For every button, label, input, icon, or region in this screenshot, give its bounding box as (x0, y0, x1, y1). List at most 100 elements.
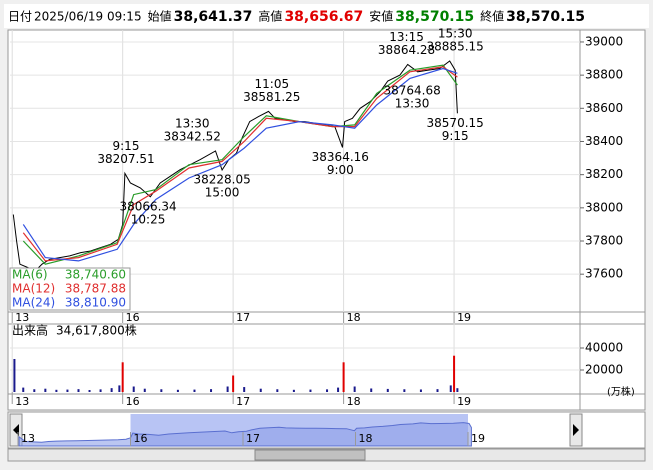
volume-bar (232, 375, 235, 392)
annotation-time: 13:30 (175, 117, 210, 131)
header-value: 38,570.15 (506, 9, 585, 25)
y-tick-label: 38800 (585, 68, 623, 82)
right-arrow (573, 424, 579, 436)
legend-name: MA(6) (12, 268, 48, 282)
legend-value: 38,810.90 (65, 296, 126, 310)
y-tick-label: 37600 (585, 267, 623, 281)
header-value: 38,656.67 (284, 9, 363, 25)
volume-bar (353, 386, 356, 392)
header-value: 2025/06/19 09:15 (34, 10, 142, 24)
volume-bar (160, 389, 163, 392)
volume-bar (176, 389, 179, 392)
ma-line (22, 67, 458, 262)
annotation-time: 15:30 (438, 27, 473, 41)
volume-bar (118, 385, 121, 392)
annotation-price: 38764.68 (383, 83, 440, 97)
nav-label: 19 (471, 432, 485, 445)
volume-bar (99, 389, 102, 392)
volume-bar (292, 389, 295, 392)
volume-bar (449, 385, 452, 392)
volume-bar (13, 359, 16, 392)
chart-frame (7, 29, 646, 411)
volume-bar (243, 387, 246, 392)
y-tick-label: 20000 (585, 363, 623, 377)
volume-bar (110, 388, 113, 392)
header-label: 終値 (480, 9, 504, 24)
nav-label: 13 (21, 432, 35, 445)
annotation-time: 10:25 (131, 212, 166, 226)
header-value: 38,641.37 (174, 9, 253, 25)
volume-bar (132, 386, 135, 392)
volume-bar (121, 362, 124, 392)
x-tick-label: 19 (457, 395, 471, 408)
annotation-price: 38364.16 (312, 150, 369, 164)
x-tick-label: 16 (126, 311, 140, 324)
y-tick-label: 39000 (585, 34, 623, 48)
x-tick-label: 13 (15, 311, 29, 324)
x-tick-label: 19 (457, 311, 471, 324)
nav-label: 16 (134, 432, 148, 445)
volume-title: 出来高 (12, 323, 48, 338)
annotation-time: 13:30 (395, 96, 430, 110)
volume-bar (226, 386, 229, 392)
volume-bar (55, 389, 58, 392)
x-tick-label: 13 (15, 395, 29, 408)
annotation-time: 9:15 (113, 139, 140, 153)
annotation-time: 11:05 (255, 77, 290, 91)
nav-label: 17 (246, 432, 260, 445)
annotation-price: 38228.05 (193, 173, 250, 187)
annotation-time: 13:15 (389, 30, 424, 44)
legend-name: MA(12) (12, 282, 55, 296)
annotation-price: 38066.34 (119, 199, 176, 213)
volume-bar (342, 362, 345, 392)
nav-area (18, 422, 472, 447)
header-label: 日付 (8, 10, 32, 24)
ma-line (22, 66, 458, 262)
annotation-price: 38885.15 (427, 40, 484, 54)
volume-bar (77, 389, 80, 392)
header-bar (4, 4, 649, 28)
volume-bar (259, 388, 262, 392)
x-tick-label: 17 (236, 395, 250, 408)
volume-bar (436, 389, 439, 392)
volume-bar (44, 388, 47, 392)
y-tick-label: 38600 (585, 101, 623, 115)
legend-box (9, 267, 131, 311)
legend-value: 38,740.60 (65, 268, 126, 282)
ma-line (22, 64, 458, 265)
volume-bar (370, 388, 373, 392)
volume-bar (276, 389, 279, 392)
volume-bar (403, 389, 406, 392)
volume-value: 34,617,800株 (56, 323, 137, 338)
header-label: 安値 (369, 9, 393, 24)
x-tick-label: 17 (236, 311, 250, 324)
volume-bar (386, 388, 389, 392)
legend-name: MA(24) (12, 296, 55, 310)
annotation-time: 9:00 (327, 163, 354, 177)
annotation-price: 38207.51 (97, 152, 154, 166)
scrollbar-thumb[interactable] (254, 449, 366, 461)
y-tick-label: 38000 (585, 200, 623, 214)
volume-bar (309, 389, 312, 392)
x-tick-label: 18 (347, 311, 361, 324)
volume-bar (419, 389, 422, 392)
header-label: 始値 (148, 9, 172, 24)
y-tick-label: 40000 (585, 341, 623, 355)
x-tick-label: 18 (347, 395, 361, 408)
annotation-time: 15:00 (205, 186, 240, 200)
unit-label: (万株) (607, 385, 635, 398)
annotation-price: 38342.52 (164, 130, 221, 144)
annotation-time: 9:15 (442, 129, 469, 143)
volume-bar (22, 387, 25, 392)
legend-value: 38,787.88 (65, 282, 126, 296)
volume-bar (453, 355, 456, 392)
volume-bar (143, 388, 146, 392)
volume-bar (456, 388, 459, 392)
volume-bar (337, 387, 340, 392)
y-tick-label: 38400 (585, 134, 623, 148)
y-tick-label: 37800 (585, 234, 623, 248)
nav-label: 18 (359, 432, 373, 445)
annotation-price: 38581.25 (243, 90, 300, 104)
